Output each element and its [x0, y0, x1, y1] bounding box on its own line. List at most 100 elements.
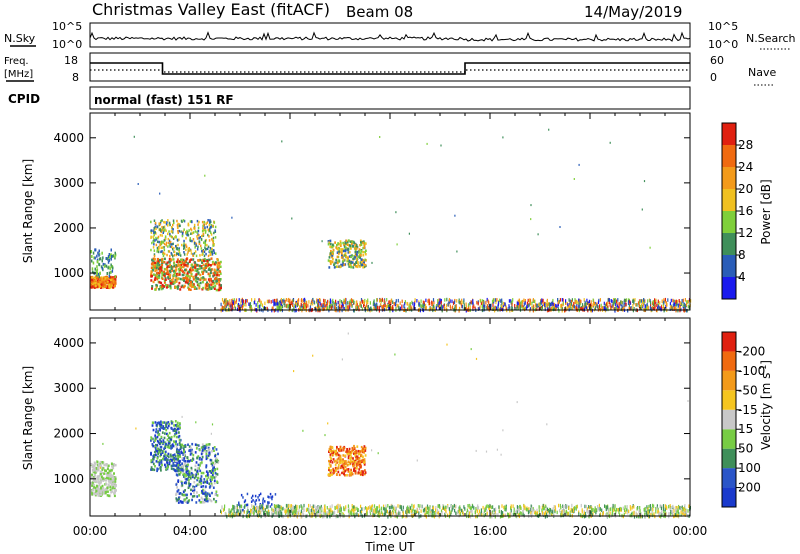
echo-cell — [196, 483, 199, 486]
echo-cell — [281, 140, 283, 143]
echo-cell — [277, 302, 279, 306]
echo-cell — [165, 424, 167, 427]
echo-cell — [279, 304, 281, 309]
echo-cell — [192, 253, 194, 256]
echo-cell — [164, 228, 166, 231]
echo-cell — [198, 242, 201, 245]
echo-cell — [211, 469, 213, 472]
echo-cell — [459, 300, 461, 305]
echo-cell — [621, 304, 623, 309]
echo-cell — [332, 449, 335, 453]
echo-cell — [104, 284, 107, 287]
echo-cell — [580, 299, 582, 304]
echo-cell — [173, 429, 176, 433]
echo-cell — [102, 487, 105, 490]
echo-cell — [657, 306, 659, 311]
echo-cell — [256, 513, 258, 517]
echo-cell — [484, 304, 486, 309]
echo-cell — [157, 275, 160, 278]
echo-cell — [160, 460, 163, 464]
echo-cell — [303, 305, 305, 309]
echo-cell — [97, 485, 99, 488]
echo-cell — [206, 260, 209, 263]
echo-cell — [159, 192, 161, 195]
echo-cell — [418, 307, 421, 311]
echo-cell — [278, 305, 280, 310]
echo-cell — [577, 301, 579, 305]
echo-cell — [210, 268, 213, 271]
echo-cell — [329, 242, 332, 246]
echo-cell — [357, 458, 360, 461]
echo-cell — [496, 298, 498, 302]
echo-cell — [156, 439, 159, 443]
echo-cell — [620, 307, 622, 312]
echo-cell — [453, 503, 455, 508]
echo-cell — [206, 478, 209, 481]
echo-cell — [224, 298, 226, 303]
echo-cell — [579, 301, 581, 306]
echo-cell — [170, 427, 173, 430]
echo-cell — [379, 508, 381, 512]
echo-cell — [169, 269, 171, 273]
echo-cell — [291, 511, 293, 515]
echo-cell — [231, 301, 233, 305]
echo-cell — [202, 501, 204, 504]
echo-cell — [361, 299, 363, 304]
echo-cell — [280, 299, 282, 303]
echo-cell — [217, 278, 220, 281]
echo-cell — [583, 307, 585, 312]
echo-cell — [150, 272, 153, 276]
echo-cell — [100, 276, 103, 279]
echo-cell — [232, 302, 234, 306]
echo-cell — [279, 300, 281, 305]
echo-cell — [344, 462, 346, 465]
echo-cell — [684, 304, 686, 309]
echo-cell — [175, 276, 178, 280]
echo-cell — [213, 273, 216, 277]
echo-cell — [609, 303, 611, 307]
echo-cell — [114, 278, 117, 281]
echo-cell — [500, 307, 502, 311]
echo-cell — [299, 307, 302, 311]
echo-cell — [591, 308, 593, 313]
echo-cell — [211, 251, 213, 254]
echo-cell — [362, 241, 365, 245]
echo-cell — [336, 251, 339, 254]
echo-cell — [329, 455, 332, 459]
echo-cell — [352, 459, 355, 463]
echo-cell — [613, 508, 615, 512]
echo-cell — [364, 242, 367, 245]
echo-cell — [208, 493, 211, 497]
echo-cell — [583, 298, 585, 302]
echo-cell — [347, 262, 350, 266]
echo-cell — [110, 278, 112, 282]
echo-cell — [232, 306, 234, 311]
echo-cell — [165, 244, 167, 247]
echo-cell — [367, 298, 369, 302]
echo-cell — [312, 301, 314, 306]
echo-cell — [94, 248, 96, 252]
echo-cell — [103, 279, 106, 282]
echo-cell — [111, 269, 114, 273]
echo-cell — [160, 266, 163, 269]
echo-cell — [418, 511, 420, 515]
echo-cell — [205, 247, 208, 251]
echo-cell — [362, 246, 365, 250]
echo-cell — [631, 506, 633, 510]
echo-cell — [153, 231, 155, 234]
echo-cell — [334, 305, 336, 310]
echo-cell — [91, 277, 94, 280]
echo-cell — [91, 473, 93, 477]
echo-cell — [150, 439, 152, 442]
echo-cell — [236, 504, 238, 508]
echo-cell — [324, 304, 326, 309]
echo-cell — [353, 308, 355, 313]
echo-cell — [465, 307, 467, 311]
echo-cell — [111, 479, 113, 482]
echo-cell — [175, 245, 177, 248]
echo-cell — [152, 260, 155, 263]
echo-cell — [104, 491, 107, 495]
echo-cell — [260, 510, 262, 514]
echo-cell — [213, 449, 215, 452]
echo-cell — [472, 299, 474, 303]
